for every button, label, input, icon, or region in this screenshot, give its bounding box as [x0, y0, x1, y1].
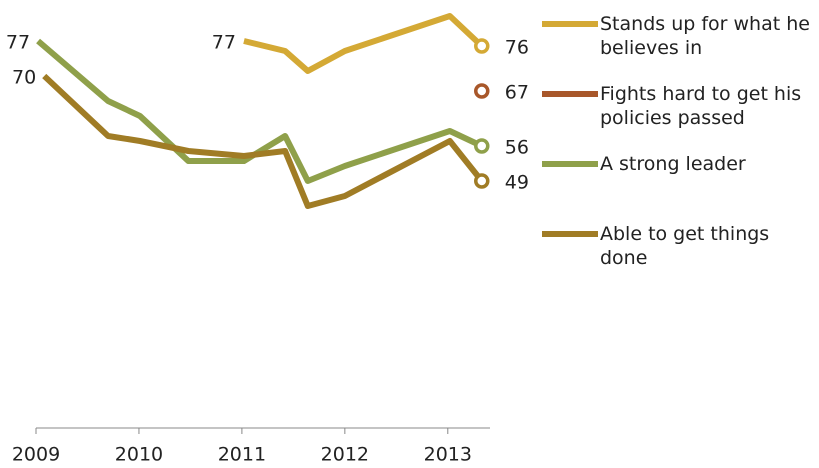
legend-label: Able to get things done: [600, 223, 770, 269]
end-label: 56: [505, 137, 529, 159]
x-tick-label: 2010: [115, 444, 163, 466]
legend-label: Fights hard to get his policies passed: [600, 83, 802, 129]
end-marker: [474, 38, 490, 54]
legend-label: Stands up for what he believes in: [600, 13, 810, 59]
x-tick-label: 2013: [424, 444, 472, 466]
line: [36, 38, 484, 184]
legend-label: A strong leader: [600, 153, 746, 175]
end-marker: [474, 83, 490, 99]
end-label: 49: [505, 172, 529, 194]
end-marker: [474, 138, 490, 154]
x-tick-label: 2011: [218, 444, 266, 466]
start-label: 77: [212, 32, 236, 54]
end-label: 67: [505, 82, 529, 104]
x-tick-label: 2012: [321, 444, 369, 466]
line: [42, 73, 485, 209]
start-label: 77: [6, 32, 30, 54]
line: [243, 13, 484, 74]
x-tick-label: 2009: [12, 444, 60, 466]
start-label: 70: [12, 67, 36, 89]
end-label: 76: [505, 37, 529, 59]
end-marker: [474, 173, 490, 189]
